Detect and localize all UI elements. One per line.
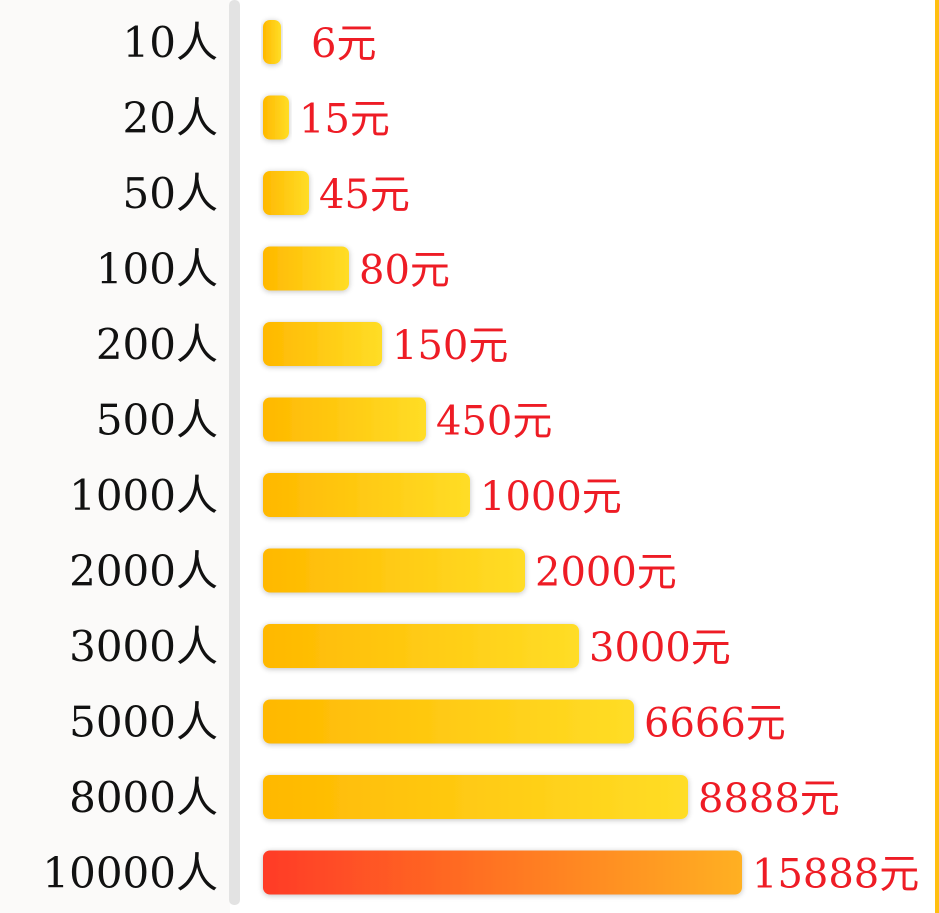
value-label-6: 450元 <box>436 399 552 445</box>
labels-layer: 10人 6元 20人 15元 50人 45元 100人 80元 200人 150元 500人 450元… <box>42 18 919 898</box>
category-label-4: 100人 <box>96 245 218 294</box>
bar-3 <box>263 171 309 215</box>
category-label-7: 1000人 <box>69 471 218 520</box>
bar-9 <box>263 624 579 668</box>
category-label-8: 2000人 <box>69 547 218 596</box>
value-label-10: 6666元 <box>644 701 786 747</box>
value-label-1: 6元 <box>311 21 376 67</box>
value-label-8: 2000元 <box>535 550 677 596</box>
category-label-6: 500人 <box>96 396 218 445</box>
bar-6 <box>263 397 426 442</box>
label-column-background <box>0 0 230 913</box>
bars-layer <box>263 20 742 895</box>
value-label-12: 15888元 <box>752 852 919 898</box>
value-label-11: 8888元 <box>698 776 840 822</box>
bar-7 <box>263 473 470 517</box>
bar-10 <box>263 699 634 744</box>
bar-5 <box>263 322 382 366</box>
bar-8 <box>263 548 525 593</box>
category-label-5: 200人 <box>96 320 218 369</box>
category-label-11: 8000人 <box>69 773 218 822</box>
bar-2 <box>263 95 289 140</box>
value-label-7: 1000元 <box>480 474 622 520</box>
value-label-3: 45元 <box>319 172 410 218</box>
value-label-5: 150元 <box>392 323 508 369</box>
value-label-2: 15元 <box>299 97 390 143</box>
category-label-12: 10000人 <box>42 849 218 898</box>
bar-4 <box>263 246 349 291</box>
category-label-1: 10人 <box>123 18 218 67</box>
value-label-9: 3000元 <box>589 625 731 671</box>
category-label-9: 3000人 <box>69 622 218 671</box>
value-label-4: 80元 <box>359 248 450 294</box>
category-label-2: 20人 <box>123 94 218 143</box>
category-label-3: 50人 <box>123 169 218 218</box>
bar-11 <box>263 775 688 819</box>
category-label-10: 5000人 <box>69 698 218 747</box>
left-axis-line <box>229 0 240 905</box>
right-edge-line <box>935 0 939 913</box>
bar-1 <box>263 20 281 64</box>
bar-12 <box>263 850 742 895</box>
